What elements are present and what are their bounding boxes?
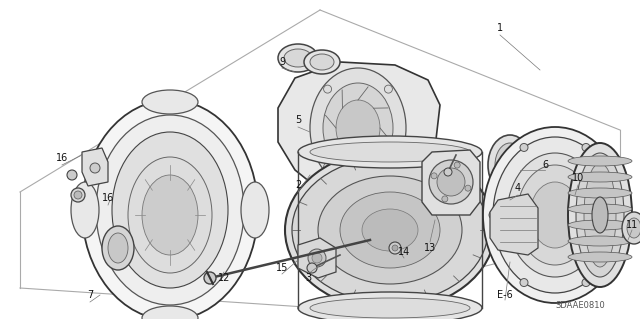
Circle shape: [437, 168, 465, 196]
Circle shape: [90, 163, 100, 173]
Ellipse shape: [108, 233, 128, 263]
Circle shape: [613, 211, 621, 219]
Text: SDAAE0810: SDAAE0810: [555, 300, 605, 309]
Ellipse shape: [568, 188, 632, 198]
Ellipse shape: [298, 136, 482, 168]
Text: 15: 15: [276, 263, 288, 273]
Polygon shape: [278, 62, 440, 198]
Text: 14: 14: [398, 247, 410, 257]
Circle shape: [489, 211, 497, 219]
Ellipse shape: [142, 90, 198, 114]
Polygon shape: [82, 148, 108, 186]
Text: 1: 1: [497, 23, 503, 33]
Circle shape: [67, 170, 77, 180]
Ellipse shape: [568, 204, 632, 214]
Ellipse shape: [278, 44, 318, 72]
Ellipse shape: [284, 49, 312, 67]
Ellipse shape: [502, 153, 518, 177]
Circle shape: [204, 272, 216, 284]
Ellipse shape: [576, 153, 624, 277]
Ellipse shape: [112, 132, 228, 288]
Ellipse shape: [142, 306, 198, 319]
Ellipse shape: [304, 50, 340, 74]
Text: 2: 2: [295, 180, 301, 190]
Polygon shape: [490, 194, 538, 255]
Circle shape: [444, 168, 452, 176]
Ellipse shape: [517, 165, 593, 265]
Circle shape: [520, 278, 528, 286]
Text: E-6: E-6: [497, 290, 513, 300]
Ellipse shape: [568, 220, 632, 230]
Ellipse shape: [323, 83, 393, 173]
Circle shape: [385, 85, 392, 93]
Text: 16: 16: [102, 193, 114, 203]
Ellipse shape: [102, 226, 134, 270]
Ellipse shape: [493, 137, 617, 293]
Ellipse shape: [285, 150, 495, 310]
Ellipse shape: [622, 212, 640, 244]
Ellipse shape: [568, 252, 632, 262]
Text: 7: 7: [87, 290, 93, 300]
Text: 5: 5: [295, 115, 301, 125]
Ellipse shape: [568, 143, 632, 287]
Circle shape: [442, 196, 448, 202]
Ellipse shape: [292, 157, 488, 303]
Ellipse shape: [310, 142, 470, 162]
Circle shape: [582, 144, 590, 152]
Ellipse shape: [592, 197, 608, 233]
Text: 10: 10: [572, 173, 584, 183]
Ellipse shape: [310, 54, 334, 70]
Circle shape: [312, 253, 322, 263]
Ellipse shape: [142, 175, 198, 255]
Ellipse shape: [336, 100, 380, 156]
Circle shape: [324, 163, 332, 171]
Circle shape: [520, 144, 528, 152]
Text: 9: 9: [279, 57, 285, 67]
Circle shape: [324, 85, 332, 93]
Ellipse shape: [627, 218, 640, 238]
Ellipse shape: [310, 298, 470, 318]
Ellipse shape: [318, 176, 462, 284]
Ellipse shape: [530, 182, 580, 248]
Ellipse shape: [82, 100, 258, 319]
Circle shape: [307, 263, 317, 273]
Polygon shape: [422, 150, 480, 215]
Ellipse shape: [568, 172, 632, 182]
Ellipse shape: [241, 182, 269, 238]
Ellipse shape: [362, 209, 418, 251]
Text: 11: 11: [626, 220, 638, 230]
Circle shape: [392, 245, 398, 251]
Text: 4: 4: [515, 183, 521, 193]
Circle shape: [389, 242, 401, 254]
Text: 13: 13: [424, 243, 436, 253]
Circle shape: [582, 278, 590, 286]
Text: 6: 6: [542, 160, 548, 170]
Ellipse shape: [128, 157, 212, 273]
Text: 12: 12: [218, 273, 230, 283]
Polygon shape: [298, 238, 336, 278]
Ellipse shape: [71, 182, 99, 238]
Text: 3: 3: [305, 273, 311, 283]
Circle shape: [308, 249, 326, 267]
Ellipse shape: [96, 115, 244, 305]
Circle shape: [465, 185, 471, 191]
Ellipse shape: [568, 236, 632, 246]
Circle shape: [454, 162, 460, 168]
Ellipse shape: [488, 135, 532, 195]
Ellipse shape: [568, 156, 632, 166]
Circle shape: [74, 191, 82, 199]
Ellipse shape: [507, 153, 603, 277]
Circle shape: [71, 188, 85, 202]
Ellipse shape: [483, 127, 627, 303]
Ellipse shape: [340, 192, 440, 268]
Text: 16: 16: [56, 153, 68, 163]
Circle shape: [385, 163, 392, 171]
Ellipse shape: [584, 163, 616, 267]
Ellipse shape: [310, 68, 406, 188]
Circle shape: [429, 160, 473, 204]
Circle shape: [431, 173, 437, 179]
Ellipse shape: [495, 143, 525, 187]
Ellipse shape: [298, 292, 482, 319]
